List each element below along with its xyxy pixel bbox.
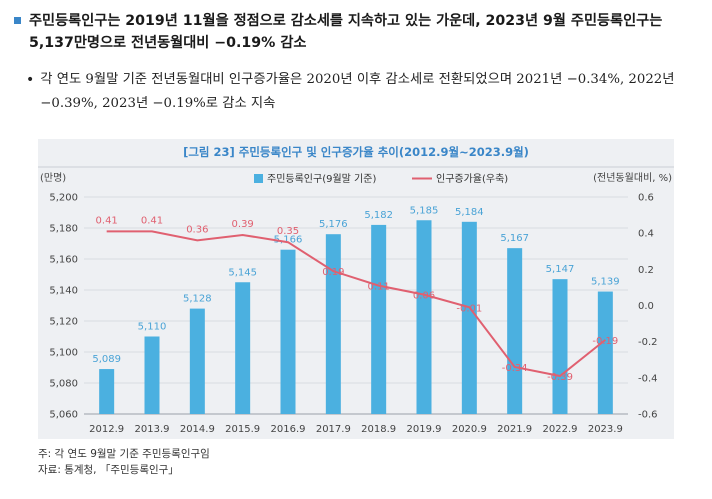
bar [552,279,568,414]
footnote: 주: 각 연도 9월말 기준 주민등록인구임 [38,448,210,460]
x-tick-label: 2019.9 [407,424,442,435]
x-tick-label: 2013.9 [135,424,170,435]
line-value-label: 0.35 [277,226,299,237]
bar [189,308,205,414]
x-tick-label: 2017.9 [316,424,351,435]
x-tick-label: 2014.9 [180,424,215,435]
line-value-label: -0.39 [547,372,573,383]
bar [597,291,613,414]
line-value-label: -0.19 [592,336,618,347]
y-left-tick-label: 5,180 [49,224,78,235]
y-right-tick-label: 0.0 [638,301,654,312]
bar-value-label: 5,145 [228,267,257,278]
bar [325,234,341,414]
y-left-tick-label: 5,080 [49,379,78,390]
line-value-label: 0.41 [96,215,118,226]
legend-bar-swatch [254,174,263,183]
bar [416,220,432,414]
bar [99,369,115,414]
y-right-tick-label: 0.6 [638,193,654,204]
y-left-unit: (만명) [40,172,66,184]
y-left-tick-label: 5,060 [49,410,78,421]
chart-svg: [그림 23] 주민등록인구 및 인구증가율 추이(2012.9월~2023.9… [38,145,674,435]
chart-title: [그림 23] 주민등록인구 및 인구증가율 추이(2012.9월~2023.9… [183,145,529,159]
bullet-point: • 각 연도 9월말 기준 전년동월대비 인구증가율은 2020년 이후 감소세… [26,68,696,116]
headline-square-icon [14,17,21,24]
growth-rate-line [106,230,606,378]
bar-value-label: 5,185 [410,205,439,216]
headline: 주민등록인구는 2019년 11월을 정점으로 감소세를 지속하고 있는 가운데… [14,10,704,54]
chart-panel: [그림 23] 주민등록인구 및 인구증가율 추이(2012.9월~2023.9… [38,139,674,439]
line-value-label: -0.01 [456,303,482,314]
bar [461,221,477,414]
bar-value-label: 5,167 [500,233,529,244]
bar-value-label: 5,182 [364,210,393,221]
y-right-tick-label: 0.4 [638,229,654,240]
legend-bar-label: 주민등록인구(9월말 기준) [267,173,376,185]
y-right-tick-label: -0.2 [638,337,658,348]
bar [144,336,160,414]
x-tick-label: 2021.9 [497,424,532,435]
bar [280,249,296,414]
bar [371,224,387,414]
y-right-tick-label: -0.4 [638,373,658,384]
bar-value-label: 5,089 [92,354,121,365]
line-value-label: 0.41 [141,215,163,226]
line-value-label: 0.06 [413,291,435,302]
x-tick-label: 2015.9 [225,424,260,435]
y-right-tick-label: -0.6 [638,410,658,421]
bar-value-label: 5,166 [274,235,303,246]
y-left-tick-label: 5,120 [49,317,78,328]
headline-text: 주민등록인구는 2019년 11월을 정점으로 감소세를 지속하고 있는 가운데… [29,13,663,51]
bar-value-label: 5,176 [319,219,348,230]
line-value-label: -0.34 [502,363,528,374]
x-tick-label: 2020.9 [452,424,487,435]
x-tick-label: 2023.9 [588,424,623,435]
bar-value-label: 5,184 [455,207,484,218]
bar-value-label: 5,128 [183,294,212,305]
line-value-label: 0.39 [232,219,254,230]
bullet-text: 각 연도 9월말 기준 전년동월대비 인구증가율은 2020년 이후 감소세로 … [40,72,675,111]
x-tick-label: 2016.9 [271,424,306,435]
x-tick-label: 2012.9 [89,424,124,435]
y-right-unit: (전년동월대비, %) [593,172,672,184]
source-note: 자료: 통계청, 「주민등록인구」 [38,464,179,476]
bullet-dot-icon: • [26,72,35,88]
line-value-label: 0.36 [186,224,208,235]
y-left-tick-label: 5,100 [49,348,78,359]
line-value-label: 0.19 [322,267,344,278]
x-tick-label: 2022.9 [543,424,578,435]
bar-value-label: 5,139 [591,277,620,288]
bar-value-label: 5,147 [546,264,575,275]
line-value-label: 0.11 [368,282,390,293]
bar [235,282,251,414]
x-tick-label: 2018.9 [361,424,396,435]
y-left-tick-label: 5,200 [49,193,78,204]
y-left-tick-label: 5,160 [49,255,78,266]
legend-line-label: 인구증가율(우축) [436,173,508,185]
y-left-tick-label: 5,140 [49,286,78,297]
bar-value-label: 5,110 [138,322,167,333]
bar [507,248,523,414]
y-right-tick-label: 0.2 [638,265,654,276]
